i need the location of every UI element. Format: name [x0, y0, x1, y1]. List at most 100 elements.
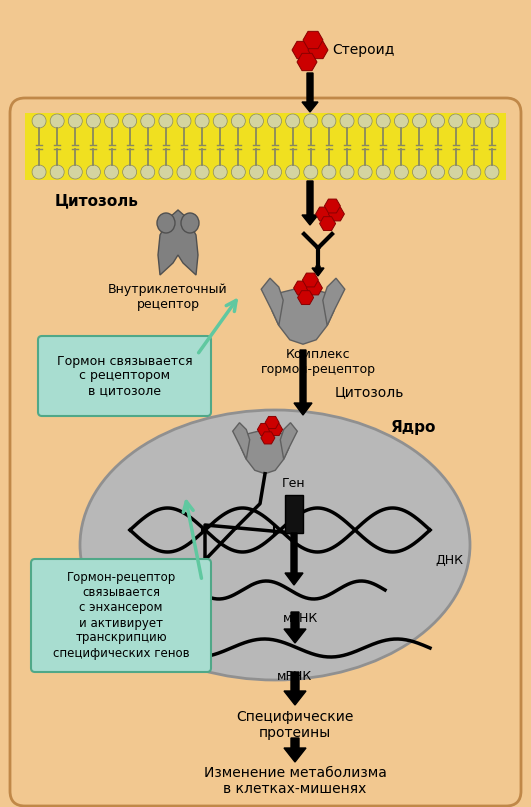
Ellipse shape: [80, 410, 470, 680]
Circle shape: [213, 165, 227, 179]
Text: Комплекс
гормон-рецептор: Комплекс гормон-рецептор: [261, 348, 375, 376]
Polygon shape: [315, 207, 331, 221]
Polygon shape: [284, 612, 306, 643]
Text: Специфические
протеины: Специфические протеины: [236, 710, 354, 740]
Text: Цитозоль: Цитозоль: [55, 193, 139, 208]
Circle shape: [413, 165, 426, 179]
Circle shape: [358, 114, 372, 128]
Circle shape: [141, 114, 155, 128]
Polygon shape: [241, 429, 289, 474]
Polygon shape: [308, 41, 328, 59]
Polygon shape: [297, 291, 314, 304]
Polygon shape: [233, 423, 250, 459]
Polygon shape: [258, 424, 271, 436]
Circle shape: [268, 114, 281, 128]
Text: Стероид: Стероид: [332, 43, 395, 57]
Circle shape: [105, 165, 118, 179]
Circle shape: [68, 114, 82, 128]
Text: Гормон связывается
с рецептором
в цитозоле: Гормон связывается с рецептором в цитозо…: [57, 354, 192, 398]
Text: Изменение метаболизма
в клетках-мишенях: Изменение метаболизма в клетках-мишенях: [203, 766, 387, 797]
Circle shape: [50, 165, 64, 179]
Circle shape: [395, 165, 408, 179]
Circle shape: [467, 165, 481, 179]
Circle shape: [232, 114, 245, 128]
Bar: [285, 495, 303, 533]
Circle shape: [467, 114, 481, 128]
Polygon shape: [272, 287, 334, 345]
Circle shape: [268, 165, 281, 179]
Polygon shape: [302, 273, 319, 287]
Circle shape: [232, 165, 245, 179]
Circle shape: [431, 114, 444, 128]
Polygon shape: [323, 278, 345, 325]
Circle shape: [304, 114, 318, 128]
Circle shape: [87, 165, 100, 179]
Text: мРНК: мРНК: [282, 612, 318, 625]
Circle shape: [340, 165, 354, 179]
Circle shape: [286, 114, 299, 128]
Circle shape: [159, 114, 173, 128]
Polygon shape: [328, 207, 345, 221]
Circle shape: [32, 165, 46, 179]
Circle shape: [32, 114, 46, 128]
Bar: [25, 113, 506, 180]
Polygon shape: [303, 31, 323, 48]
Circle shape: [322, 165, 336, 179]
Polygon shape: [269, 424, 282, 436]
Circle shape: [123, 114, 136, 128]
Circle shape: [159, 165, 173, 179]
Circle shape: [485, 114, 499, 128]
FancyBboxPatch shape: [10, 98, 521, 806]
Polygon shape: [284, 672, 306, 705]
Circle shape: [304, 165, 318, 179]
Text: Внутриклеточный
рецептор: Внутриклеточный рецептор: [108, 283, 228, 311]
Polygon shape: [294, 281, 310, 295]
Circle shape: [250, 165, 263, 179]
Circle shape: [87, 114, 100, 128]
Circle shape: [376, 165, 390, 179]
Text: Ген: Ген: [282, 477, 306, 490]
Circle shape: [340, 114, 354, 128]
Circle shape: [431, 165, 444, 179]
Polygon shape: [312, 266, 324, 276]
Text: Ядро: Ядро: [390, 420, 435, 435]
Polygon shape: [284, 738, 306, 762]
Polygon shape: [324, 199, 340, 213]
Circle shape: [123, 165, 136, 179]
Text: Гормон-рецептор
связывается
с энхансером
и активирует
транскрипцию
специфических: Гормон-рецептор связывается с энхансером…: [53, 571, 190, 659]
Text: Цитозоль: Цитозоль: [335, 385, 405, 399]
Circle shape: [68, 165, 82, 179]
Polygon shape: [292, 41, 312, 59]
Circle shape: [286, 165, 299, 179]
Polygon shape: [297, 53, 317, 71]
Polygon shape: [302, 73, 318, 112]
FancyBboxPatch shape: [31, 559, 211, 672]
Polygon shape: [285, 533, 303, 585]
Polygon shape: [302, 181, 318, 225]
Polygon shape: [261, 278, 283, 325]
Circle shape: [449, 114, 463, 128]
Circle shape: [50, 114, 64, 128]
Ellipse shape: [181, 213, 199, 233]
Circle shape: [195, 165, 209, 179]
Circle shape: [395, 114, 408, 128]
Circle shape: [322, 114, 336, 128]
Circle shape: [376, 114, 390, 128]
Circle shape: [358, 165, 372, 179]
Circle shape: [485, 165, 499, 179]
Polygon shape: [265, 416, 279, 429]
Text: ДНК: ДНК: [435, 554, 463, 567]
Circle shape: [141, 165, 155, 179]
Circle shape: [250, 114, 263, 128]
Polygon shape: [306, 281, 322, 295]
Polygon shape: [320, 216, 336, 231]
Polygon shape: [261, 432, 275, 444]
Circle shape: [105, 114, 118, 128]
Circle shape: [177, 165, 191, 179]
Circle shape: [213, 114, 227, 128]
Text: мРНК: мРНК: [277, 670, 313, 683]
Ellipse shape: [157, 213, 175, 233]
Circle shape: [177, 114, 191, 128]
Circle shape: [449, 165, 463, 179]
Polygon shape: [280, 423, 297, 459]
